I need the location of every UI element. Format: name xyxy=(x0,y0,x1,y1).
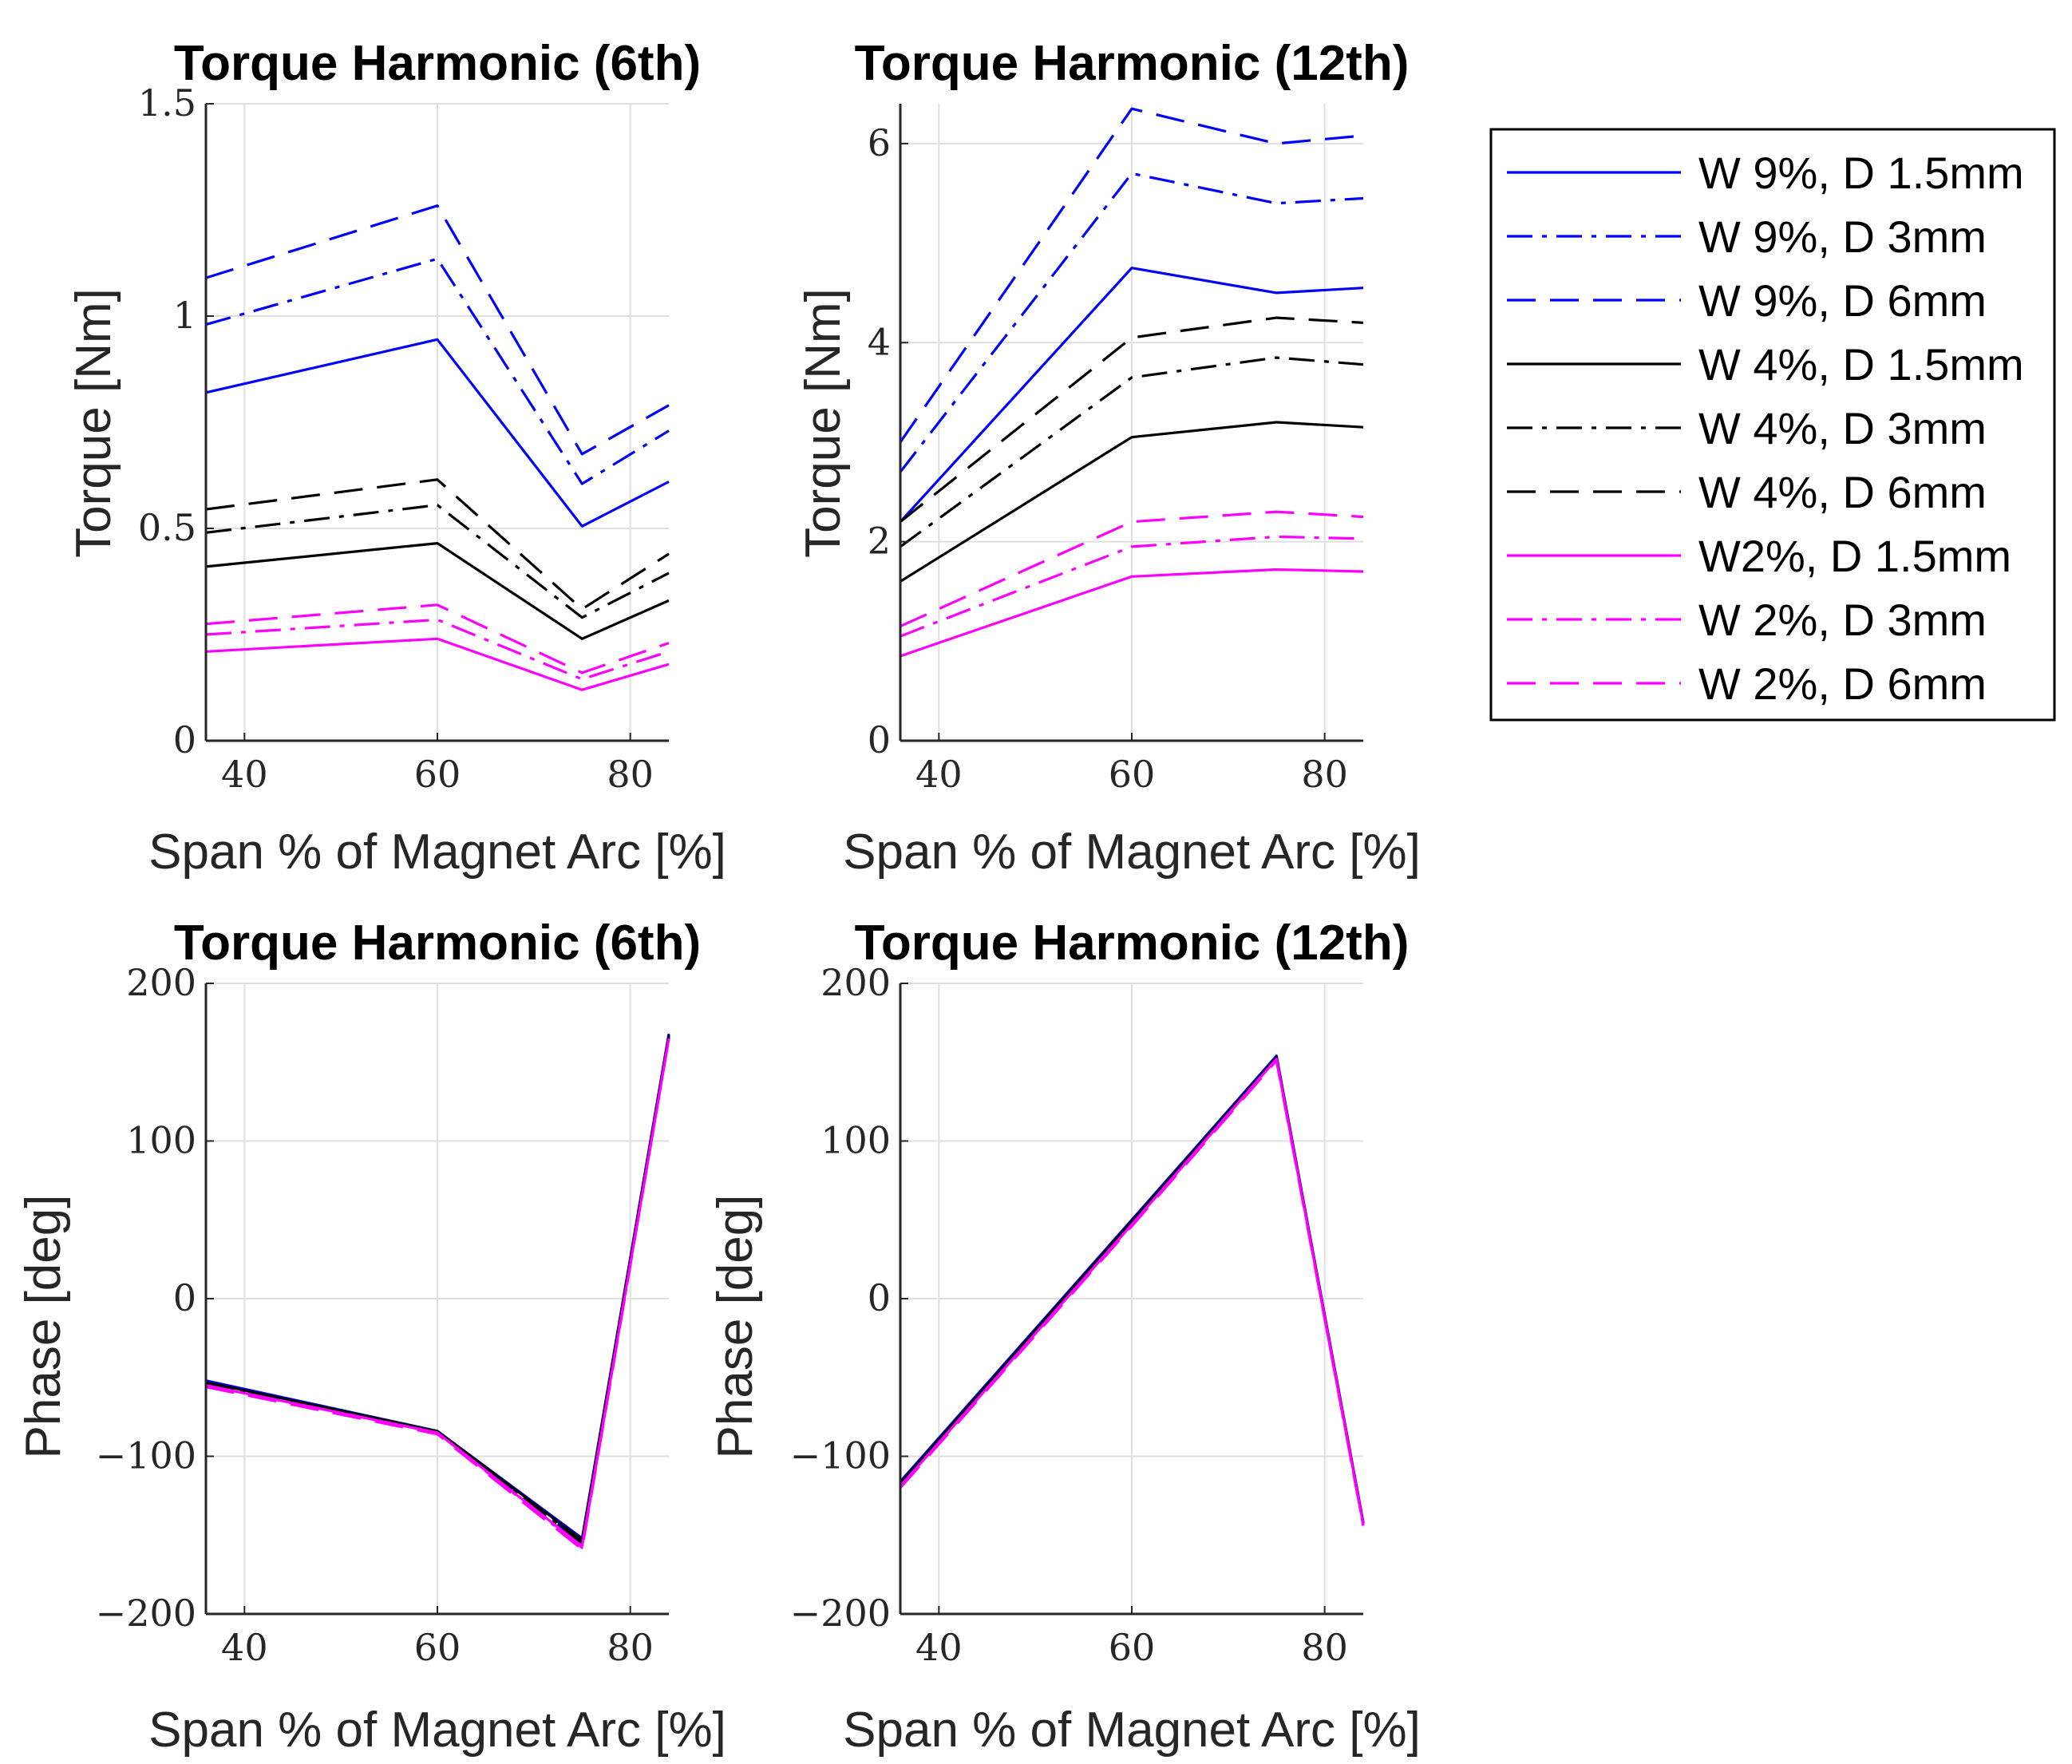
series-line xyxy=(900,535,1364,638)
legend: W 9%, D 1.5mm W 9%, D 3mm W 9%, D 6mm W 4%,… xyxy=(1489,128,2056,722)
y-tick-label: 200 xyxy=(820,961,891,1004)
legend-label: W2%, D 1.5mm xyxy=(1698,531,2011,581)
y-tick-label: 200 xyxy=(126,961,196,1004)
x-axis-label: Span % of Magnet Arc [%] xyxy=(148,1703,726,1758)
x-tick-label: 60 xyxy=(1109,753,1156,796)
legend-entry: W 4%, D 3mm xyxy=(1507,403,1987,453)
series-line xyxy=(900,316,1364,523)
legend-entry: W 2%, D 6mm xyxy=(1507,659,1987,709)
x-axis-label: Span % of Magnet Arc [%] xyxy=(843,1703,1421,1758)
series-line xyxy=(205,637,670,691)
panel-title: Torque Harmonic (6th) xyxy=(174,36,701,91)
x-tick-label: 60 xyxy=(414,753,461,796)
series-line xyxy=(205,504,670,619)
legend-label: W 4%, D 1.5mm xyxy=(1698,339,2024,390)
legend-box xyxy=(1489,128,2056,722)
y-tick-label: 6 xyxy=(868,121,891,164)
y-tick-label: 100 xyxy=(820,1119,891,1162)
series-line xyxy=(205,618,670,681)
y-tick-label: 4 xyxy=(868,320,891,363)
y-tick-label: 0 xyxy=(173,1276,196,1319)
x-tick-label: 80 xyxy=(1301,753,1348,796)
x-tick-label: 40 xyxy=(915,1626,963,1669)
legend-label: W 2%, D 6mm xyxy=(1698,659,1987,709)
series-line xyxy=(899,1058,1365,1526)
series-line xyxy=(899,107,1364,443)
series-line xyxy=(900,421,1364,583)
legend-entry: W 9%, D 3mm xyxy=(1507,212,1987,262)
legend-entry: W 4%, D 6mm xyxy=(1507,467,1987,517)
y-tick-label: −200 xyxy=(790,1592,891,1635)
legend-label: W 4%, D 3mm xyxy=(1698,403,1987,453)
series-line xyxy=(205,1038,670,1551)
legend-label: W 9%, D 3mm xyxy=(1698,212,1987,262)
x-tick-label: 40 xyxy=(221,1626,268,1669)
y-tick-label: 100 xyxy=(126,1119,196,1162)
x-axis-label: Span % of Magnet Arc [%] xyxy=(843,825,1421,880)
series-line xyxy=(899,1059,1365,1526)
y-tick-label: 1.5 xyxy=(138,81,196,125)
legend-label: W 9%, D 6mm xyxy=(1698,275,1987,326)
series-line xyxy=(205,1038,670,1549)
series-line xyxy=(900,568,1364,658)
x-axis-label: Span % of Magnet Arc [%] xyxy=(148,825,726,880)
panel-torque-12th-magnitude: Torque Harmonic (12th) Span % of Magnet … xyxy=(796,36,1421,880)
series-line xyxy=(205,603,670,674)
series-line xyxy=(205,204,670,456)
x-tick-label: 60 xyxy=(414,1626,461,1669)
legend-entry: W 9%, D 6mm xyxy=(1507,275,1987,326)
series-line xyxy=(205,257,670,485)
series-line xyxy=(899,267,1364,523)
panel-torque-6th-magnitude: Torque Harmonic (6th) Span % of Magnet A… xyxy=(66,36,726,880)
y-tick-label: 1 xyxy=(173,294,196,337)
y-axis-label: Phase [deg] xyxy=(708,1195,763,1459)
y-tick-label: −100 xyxy=(96,1434,196,1477)
series-line xyxy=(205,478,670,611)
series-line xyxy=(205,338,670,528)
panel-title: Torque Harmonic (6th) xyxy=(174,916,701,971)
y-tick-label: −100 xyxy=(790,1434,891,1477)
x-tick-label: 80 xyxy=(1301,1626,1348,1669)
legend-label: W 2%, D 3mm xyxy=(1698,595,1987,645)
legend-entry: W 9%, D 1.5mm xyxy=(1507,148,2024,198)
legend-label: W 4%, D 6mm xyxy=(1698,467,1987,517)
panel-title: Torque Harmonic (12th) xyxy=(855,36,1410,91)
y-axis-label: Torque [Nm] xyxy=(66,288,121,558)
panel-torque-6th-phase: Torque Harmonic (6th) Span % of Magnet A… xyxy=(16,916,726,1758)
y-axis-label: Phase [deg] xyxy=(16,1195,71,1459)
x-tick-label: 40 xyxy=(915,753,963,796)
x-tick-label: 80 xyxy=(607,753,654,796)
series-line xyxy=(900,510,1364,628)
panel-torque-12th-phase: Torque Harmonic (12th) Span % of Magnet … xyxy=(708,916,1421,1758)
y-tick-label: 0.5 xyxy=(138,506,196,549)
y-tick-label: 2 xyxy=(868,520,891,563)
legend-label: W 9%, D 1.5mm xyxy=(1698,148,2024,198)
legend-entry: W2%, D 1.5mm xyxy=(1507,531,2011,581)
x-tick-label: 80 xyxy=(607,1626,654,1669)
series-line xyxy=(900,356,1364,548)
x-tick-label: 60 xyxy=(1109,1626,1156,1669)
y-tick-label: 0 xyxy=(868,1276,891,1319)
legend-entry: W 2%, D 3mm xyxy=(1507,595,1987,645)
y-tick-label: −200 xyxy=(96,1592,196,1635)
legend-entry: W 4%, D 1.5mm xyxy=(1507,339,2024,390)
y-axis-label: Torque [Nm] xyxy=(796,288,851,558)
series-line xyxy=(205,541,670,640)
series-line xyxy=(899,172,1364,473)
panel-title: Torque Harmonic (12th) xyxy=(855,916,1410,971)
y-tick-label: 0 xyxy=(173,718,196,761)
x-tick-label: 40 xyxy=(221,753,268,796)
y-tick-label: 0 xyxy=(868,718,891,761)
